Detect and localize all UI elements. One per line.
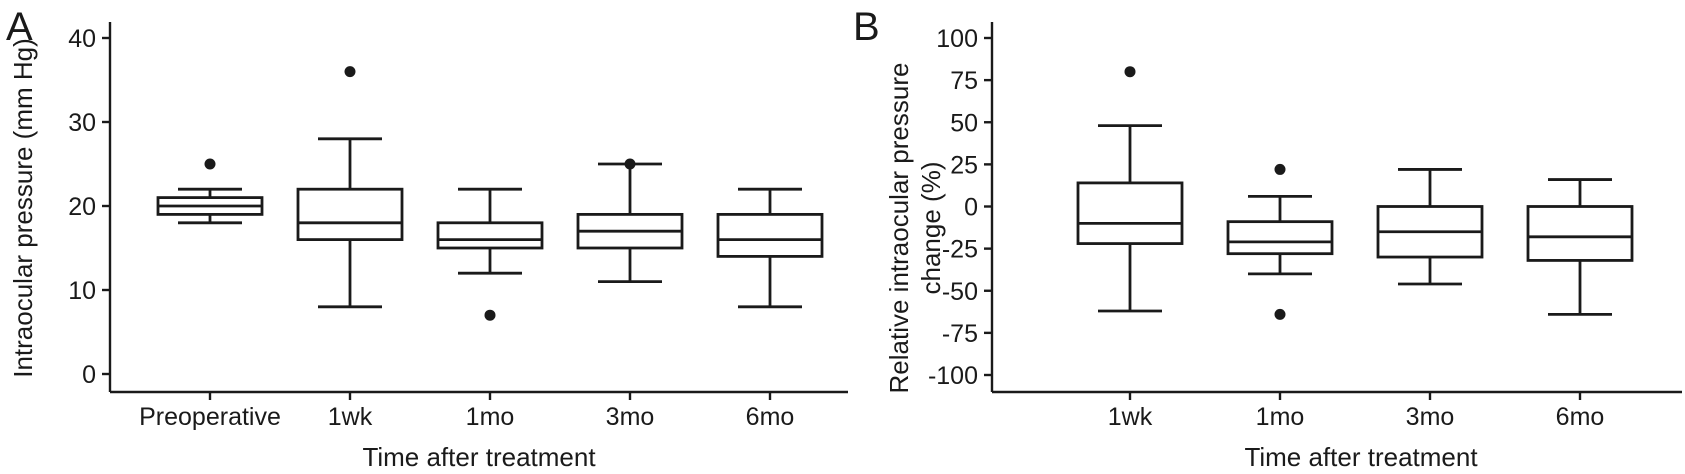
panel-a-iqr-box (296, 187, 404, 241)
panel-a-iqr-box (716, 212, 824, 258)
panel-b-outlier-point (1124, 66, 1136, 78)
panel-b-x-axis-title: Time after treatment (1244, 442, 1478, 472)
panel-b-outlier-point (1274, 308, 1286, 320)
panel-b-y-axis-title-line-1: Relative intraocular pressure (884, 63, 914, 394)
panel-a-outlier-point (624, 158, 636, 170)
panel-b-label: B (853, 5, 880, 49)
panel-b-x-tick-label: 3mo (1406, 403, 1455, 431)
panel-b-y-tick-label: 100 (936, 25, 978, 53)
panel-a-outlier-point (484, 309, 496, 321)
panel-a-iqr-box (436, 221, 544, 250)
panel-a-x-tick-label: Preoperative (139, 403, 281, 431)
panel-b-y-tick-label: -100 (928, 362, 978, 390)
panel-b-x-tick-label: 6mo (1556, 403, 1605, 431)
panel-a-label: A (6, 5, 33, 49)
panel-a-y-tick-label: 30 (68, 109, 96, 137)
panel-b-y-tick-label: 0 (964, 194, 978, 222)
panel-b-y-tick-label: 25 (950, 151, 978, 179)
panel-a-x-axis-title: Time after treatment (362, 442, 596, 472)
panel-a-x-tick-label: 1wk (328, 403, 373, 431)
panel-b-y-tick-label: -25 (942, 236, 978, 264)
panel-a-x-tick-label: 1mo (466, 403, 515, 431)
panel-a-y-tick-label: 40 (68, 25, 96, 53)
panel-a-y-axis-title: Intraocular pressure (mm Hg) (8, 38, 38, 378)
panel-b-outlier-point (1274, 163, 1286, 175)
panel-a-x-tick-label: 3mo (606, 403, 655, 431)
panel-b-y-tick-label: 75 (950, 67, 978, 95)
panel-b-x-tick-label: 1wk (1108, 403, 1153, 431)
panel-a-outlier-point (344, 66, 356, 78)
panel-b-y-tick-label: -75 (942, 320, 978, 348)
panel-b-iqr-box (1526, 205, 1634, 262)
panel-a-y-tick-label: 20 (68, 193, 96, 221)
panel-a-y-tick-label: 0 (82, 361, 96, 389)
panel-b-iqr-box (1226, 220, 1334, 256)
panel-a-y-tick-label: 10 (68, 277, 96, 305)
panel-b-y-axis-title-line-2: change (%) (916, 162, 946, 295)
panel-b-plot: -100 -75 -50 -25 0 25 50 75 100 1wk 1mo 3mo 6mo (928, 22, 1682, 431)
panel-b-y-tick-label: -50 (942, 278, 978, 306)
panel-a-plot: 0 10 20 30 40 Preoperative 1wk 1mo 3mo 6mo (68, 22, 848, 431)
panel-b-x-tick-label: 1mo (1256, 403, 1305, 431)
panel-b-iqr-box (1076, 181, 1184, 245)
panel-b-y-tick-label: 50 (950, 109, 978, 137)
panel-a-x-tick-label: 6mo (746, 403, 795, 431)
panel-a-outlier-point (204, 158, 216, 170)
